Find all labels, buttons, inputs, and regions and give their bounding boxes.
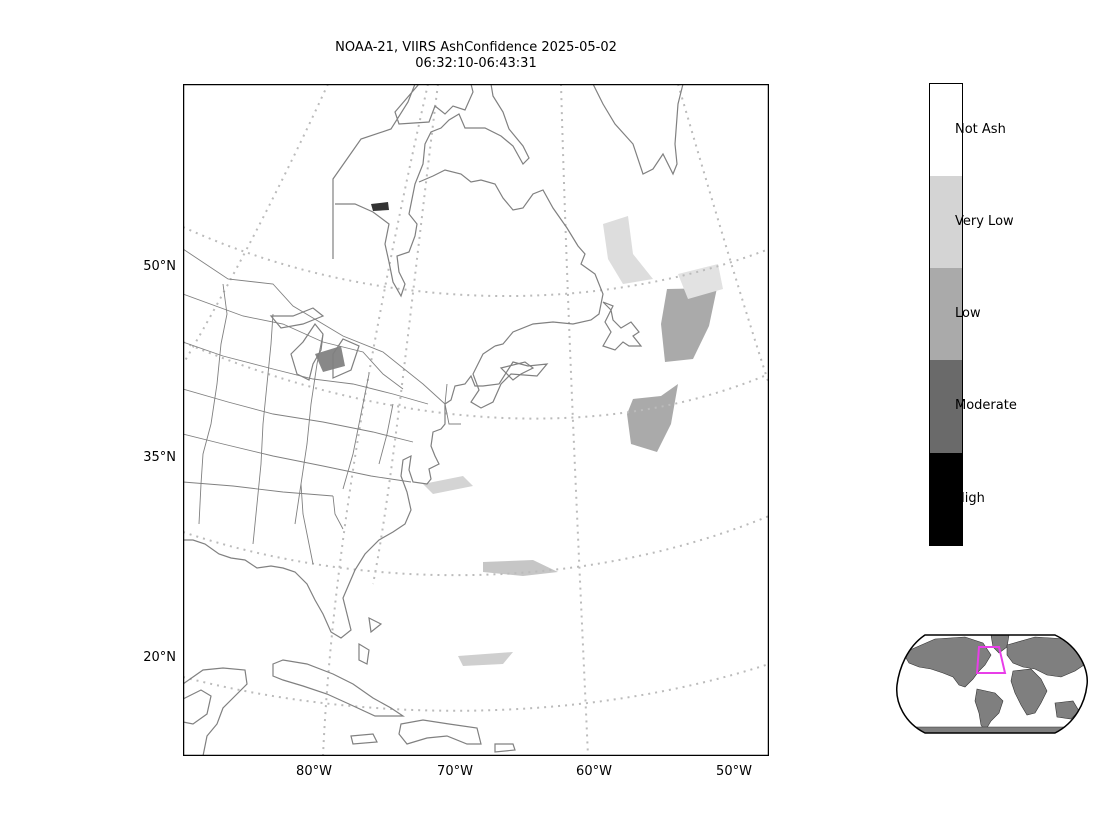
east-coast — [183, 345, 549, 639]
inset-south-america — [974, 688, 1004, 732]
border-line — [183, 388, 414, 443]
ash-confidence-map — [183, 84, 769, 756]
border-line — [444, 383, 461, 425]
hispaniola-coast — [398, 719, 482, 745]
ash-patch-hudson — [371, 202, 389, 211]
ash-patch-atlantic-south — [458, 652, 513, 666]
border-line — [342, 373, 370, 490]
cape-breton-coast — [499, 361, 535, 381]
florida-keys-bahamas — [358, 616, 383, 665]
map-title-line1: NOAA-21, VIIRS AshConfidence 2025-05-02 — [335, 40, 617, 55]
lon-label-50w: 50°W — [716, 764, 752, 779]
legend-label-low: Low — [955, 306, 981, 321]
quebec-labrador-coast — [418, 169, 604, 347]
world-locator-inset — [896, 634, 1089, 734]
border-line — [378, 403, 394, 465]
lat-label-50n: 50°N — [143, 259, 176, 274]
puerto-rico-coast — [494, 743, 516, 753]
border-line — [183, 341, 429, 405]
colorbar-segment-low — [930, 268, 962, 360]
legend-label-moderate: Moderate — [955, 398, 1017, 413]
meridian-line — [372, 84, 439, 585]
inset-greenland — [990, 635, 1010, 654]
colorbar-segment-high — [930, 453, 962, 545]
lon-label-70w: 70°W — [437, 764, 473, 779]
ash-confidence-colorbar — [929, 83, 963, 546]
political-borders — [183, 248, 461, 565]
ash-patch-very-low-north — [603, 216, 653, 284]
border-line — [183, 433, 412, 483]
colorbar-segment-not-ash — [930, 84, 962, 176]
colorbar-segment-moderate — [930, 360, 962, 453]
hudson-bay-coast — [332, 84, 530, 298]
graticule — [183, 84, 769, 756]
cuba-coast — [272, 659, 405, 717]
lat-label-35n: 35°N — [143, 450, 176, 465]
border-line — [183, 481, 334, 497]
ash-patch-low-east — [661, 288, 717, 362]
lat-label-20n: 20°N — [143, 650, 176, 665]
greenland-coast — [592, 84, 684, 176]
lon-label-60w: 60°W — [576, 764, 612, 779]
legend-label-high: High — [955, 491, 985, 506]
legend-label-very-low: Very Low — [955, 214, 1014, 229]
border-line — [252, 313, 274, 545]
domain-outline — [975, 646, 1007, 674]
border-line — [332, 495, 344, 530]
mexico-coast — [183, 667, 248, 756]
border-line — [300, 483, 314, 565]
newfoundland-coast — [602, 301, 643, 351]
jamaica-coast — [350, 733, 378, 745]
colorbar-segment-very-low — [930, 176, 962, 268]
parallel-line — [183, 341, 769, 420]
ash-retrieval-layer — [315, 202, 723, 666]
ash-patch-michigan — [315, 346, 345, 372]
legend-label-not-ash: Not Ash — [955, 122, 1006, 137]
inset-landmasses — [902, 635, 1088, 733]
inset-antarctica — [914, 726, 1076, 733]
ash-patch-very-low-ne — [678, 264, 723, 299]
ash-patch-atlantic-east — [423, 476, 473, 494]
meridian-line — [183, 84, 329, 365]
ash-patch-low-southeast — [627, 384, 678, 452]
map-title-line2: 06:32:10-06:43:31 — [415, 56, 537, 71]
yucatan-coast — [183, 689, 212, 725]
coastlines — [183, 84, 684, 756]
border-line — [183, 248, 446, 405]
border-line — [183, 293, 404, 390]
parallel-line — [183, 515, 769, 577]
inset-africa — [1010, 668, 1048, 716]
border-line — [294, 333, 324, 525]
great-lakes — [269, 307, 360, 381]
inset-north-america — [902, 636, 992, 688]
lon-label-80w: 80°W — [296, 764, 332, 779]
border-line — [198, 283, 228, 525]
ash-patch-atlantic-mid — [483, 560, 558, 576]
